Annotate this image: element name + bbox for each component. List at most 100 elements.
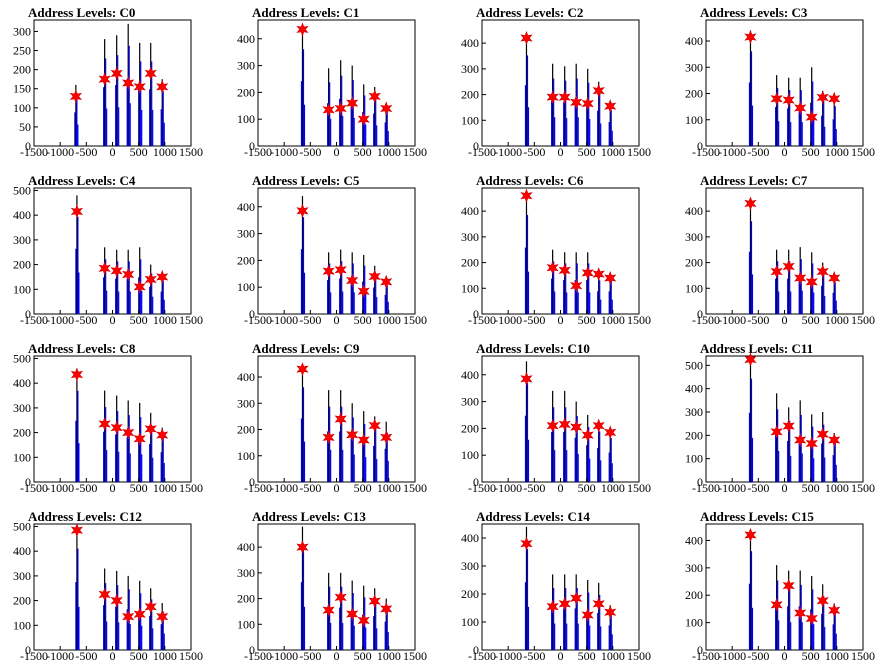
chart-panel-13: Address Levels: C13 0 100 200 300 400 -1500 -10… [224,504,448,672]
peak-marker [334,411,347,427]
histogram-bar [810,102,812,146]
y-tick-label: 0 [473,307,479,321]
x-tick-label: -500 [299,145,321,159]
histogram-bar [566,118,568,146]
peak-marker [558,417,571,432]
histogram-bar [564,66,566,146]
histogram-bar [161,79,163,146]
y-tick-label: 100 [237,112,255,126]
histogram-bar [105,583,107,650]
histogram-bar [577,292,579,314]
histogram-bar [376,297,378,314]
histogram-bar [330,292,332,314]
histogram-bar [776,249,778,314]
histogram-bar [563,102,565,146]
x-tick-label: -500 [299,313,321,327]
histogram-bar [611,634,613,650]
histogram-bar [598,582,600,650]
histogram-bar [564,390,566,482]
histogram-bar [525,361,528,482]
peak-marker [322,603,335,618]
histogram-bar [152,296,154,314]
x-tick-label: -500 [299,649,321,663]
histogram-bar [823,596,825,650]
y-tick-label: 0 [697,307,703,321]
histogram-bar [822,584,824,650]
histogram-bar [327,103,329,146]
peak-marker [380,601,393,616]
peak-marker [368,418,381,433]
histogram-bar [76,526,78,650]
x-tick-label: 0 [334,649,340,663]
x-tick-label: -1000 [46,145,74,159]
histogram-bar [749,529,752,650]
histogram-bar [608,291,610,314]
histogram-bar [564,574,566,650]
histogram-bar [152,628,154,650]
peak-marker [794,605,807,621]
histogram-bar [149,616,151,650]
chart-svg: Address Levels: C80100200300400500-1500-… [13,341,203,495]
histogram-bar [566,450,568,482]
y-tick-label: 300 [13,233,31,247]
y-tick-label: 0 [25,307,31,321]
chart-svg: Address Levels: C11 0 100 200 300 400 500 -1500… [685,341,875,495]
y-tick-label: 0 [25,139,31,153]
histogram-bar [575,574,577,650]
histogram-bar [553,588,555,650]
histogram-bar [160,624,162,650]
chart-title: Address Levels: C11 [700,341,813,356]
x-tick-label: -500 [747,313,769,327]
histogram-bar [748,583,751,650]
histogram-bar [527,439,530,482]
x-tick-label: -1500 [692,481,720,495]
peak-marker [581,96,594,111]
histogram-bar [104,390,106,482]
y-tick-label: 50 [19,120,31,134]
histogram-bar [577,623,579,650]
histogram-bar [362,281,364,314]
histogram-bar [563,431,565,482]
histogram-bar [302,387,305,482]
histogram-bar [128,45,130,146]
histogram-bar [748,412,751,482]
histogram-bar [574,437,576,482]
histogram-bar [129,103,131,146]
peak-marker [604,99,617,114]
histogram-bar [554,291,556,314]
histogram-bar [339,607,341,650]
peak-marker [805,274,818,289]
y-tick-label: 100 [685,281,703,295]
x-tick-label: 1500 [179,145,203,159]
histogram-bar [824,126,826,146]
x-tick-label: -500 [75,313,97,327]
plot-frame [705,19,864,147]
histogram-bar [608,121,610,146]
histogram-bar [524,582,527,650]
peak-marker [368,269,381,284]
histogram-bar [116,35,118,146]
chart-panel-12: Address Levels: C12 0 100 200 300 400 500 -1500… [0,504,224,672]
x-tick-label: 500 [802,145,820,159]
histogram-bar [800,584,802,650]
histogram-bar [141,109,143,146]
histogram-bar [365,124,367,146]
peak-marker [816,264,829,279]
histogram-bar [823,271,825,314]
y-tick-label: 100 [461,448,479,462]
peak-marker [133,79,146,94]
y-tick-label: 200 [13,426,31,440]
histogram-bar [589,625,591,650]
chart-svg: Address Levels: C3 0 100 200 300 400 -1500-100… [685,5,875,159]
peak-marker [122,267,135,282]
y-tick-label: 0 [25,475,31,489]
histogram-bar [801,122,803,146]
y-tick-label: 0 [249,139,255,153]
y-tick-label: 300 [13,401,31,415]
histogram-bar [801,453,803,482]
histogram-bar [749,30,752,146]
peak-marker [322,264,335,279]
peak-marker [110,420,123,435]
histogram-bar [574,280,576,314]
x-tick-label: 500 [130,313,148,327]
